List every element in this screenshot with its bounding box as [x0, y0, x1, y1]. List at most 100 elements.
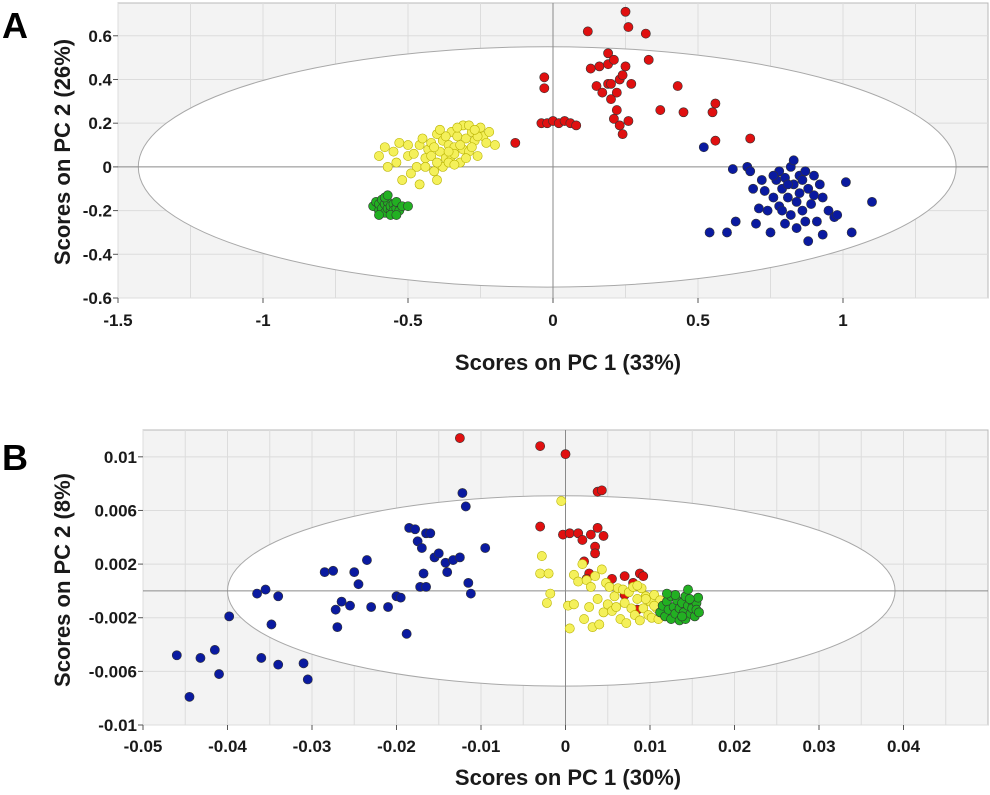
data-point-yellow — [388, 146, 399, 157]
data-point-blue — [336, 596, 347, 607]
data-point-red — [626, 78, 637, 89]
data-point-yellow — [420, 161, 431, 172]
data-point-red — [564, 528, 575, 539]
data-point-red — [592, 522, 603, 533]
data-point-red — [510, 137, 521, 148]
data-point-yellow — [469, 124, 480, 135]
data-point-yellow — [394, 137, 405, 148]
series-blue — [171, 488, 491, 702]
data-point-blue — [788, 155, 799, 166]
data-point-red — [585, 529, 596, 540]
data-point-blue — [252, 588, 262, 599]
data-point-blue — [418, 568, 429, 579]
data-point-blue — [366, 602, 377, 612]
data-point-blue — [800, 216, 811, 227]
data-point-blue — [328, 565, 339, 576]
x-tick-label: 0.02 — [718, 737, 751, 756]
data-point-red — [617, 70, 628, 81]
x-tick-label: 0.01 — [633, 737, 666, 756]
data-point-blue — [745, 166, 756, 177]
data-point-blue — [832, 210, 843, 220]
data-point-green — [662, 588, 672, 599]
data-point-red — [591, 81, 602, 91]
data-point-red — [678, 107, 689, 118]
y-tick-label: -0.6 — [83, 289, 112, 308]
data-point-yellow — [594, 619, 605, 630]
x-tick-label: -0.01 — [462, 737, 501, 756]
data-point-green — [694, 607, 704, 618]
data-point-red — [611, 87, 622, 98]
x-tick-label: -1 — [255, 311, 270, 330]
data-point-blue — [867, 196, 877, 207]
data-point-blue — [797, 175, 808, 185]
data-point-yellow — [452, 122, 463, 133]
data-point-green — [670, 590, 681, 600]
data-point-yellow — [556, 496, 567, 506]
data-point-blue — [319, 567, 330, 578]
data-point-red — [623, 116, 634, 126]
data-point-red — [643, 54, 654, 65]
data-point-green — [684, 594, 695, 604]
data-point-red — [710, 135, 721, 146]
data-point-yellow — [417, 133, 428, 144]
panel-letter: A — [2, 5, 28, 46]
data-point-blue — [184, 691, 195, 702]
data-point-red — [617, 129, 628, 140]
data-point-yellow — [542, 598, 552, 608]
data-point-yellow — [466, 142, 477, 153]
data-point-green — [693, 592, 704, 603]
x-tick-label: -0.5 — [393, 311, 422, 330]
data-point-blue — [273, 659, 284, 670]
data-point-red — [620, 6, 631, 17]
data-point-yellow — [429, 166, 439, 177]
data-point-red — [582, 26, 593, 37]
data-point-yellow — [573, 576, 584, 587]
y-axis-title: Scores on PC 2 (8%) — [50, 473, 75, 687]
data-point-yellow — [391, 157, 402, 168]
data-point-yellow — [535, 568, 546, 579]
data-point-blue — [791, 196, 802, 207]
data-point-red — [594, 61, 605, 72]
data-point-green — [374, 210, 384, 220]
data-point-blue — [841, 177, 851, 188]
x-tick-label: 0 — [561, 737, 570, 756]
data-point-blue — [814, 179, 825, 190]
data-point-blue — [791, 223, 802, 233]
x-tick-label: 0 — [548, 311, 557, 330]
data-point-blue — [823, 205, 834, 216]
data-point-yellow — [382, 161, 393, 172]
data-point-yellow — [408, 148, 419, 159]
x-tick-label: -0.03 — [293, 737, 332, 756]
data-point-blue — [421, 581, 431, 592]
data-point-red — [655, 105, 666, 115]
data-point-blue — [768, 170, 779, 181]
data-point-red — [585, 63, 596, 74]
series-blue — [698, 142, 877, 247]
data-point-red — [577, 535, 588, 545]
x-tick-label: 0.04 — [887, 737, 921, 756]
data-point-yellow — [634, 615, 645, 626]
data-point-yellow — [598, 607, 609, 618]
data-point-red — [609, 54, 619, 65]
y-tick-label: -0.006 — [89, 662, 137, 681]
data-point-yellow — [564, 623, 575, 634]
data-point-yellow — [543, 568, 554, 579]
y-tick-label: 0.01 — [104, 448, 137, 467]
data-point-blue — [748, 183, 758, 194]
x-tick-label: 0.03 — [802, 737, 835, 756]
data-point-green — [391, 210, 402, 220]
data-point-red — [535, 441, 546, 451]
x-tick-label: -0.05 — [124, 737, 163, 756]
data-point-blue — [171, 650, 182, 661]
data-point-blue — [777, 205, 787, 216]
data-point-red — [609, 113, 619, 124]
data-point-blue — [812, 216, 822, 227]
data-point-blue — [410, 524, 420, 535]
data-point-blue — [765, 227, 776, 238]
data-point-red — [606, 78, 616, 89]
data-point-blue — [803, 183, 814, 194]
data-point-blue — [273, 591, 284, 602]
data-point-blue — [797, 205, 808, 216]
data-point-yellow — [432, 175, 442, 185]
